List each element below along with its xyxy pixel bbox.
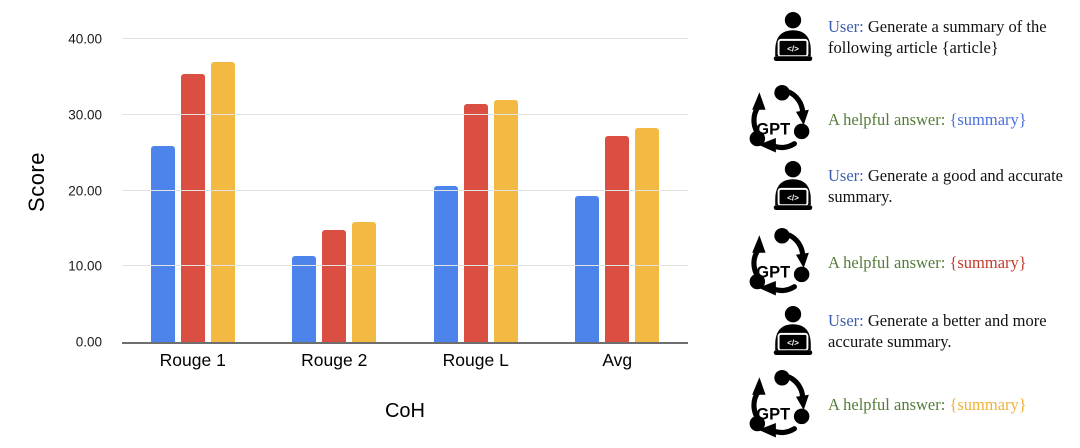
conversation-row-gpt-1: GPT A helpful answer: {summary} (748, 85, 1080, 153)
bar-rouge-1-series-3 (210, 62, 235, 342)
speaker-label: A helpful answer: (828, 252, 946, 272)
conversation-row-user-1: </> User: Generate a summary of the foll… (748, 6, 1080, 68)
y-tick-label: 0.00 (75, 334, 102, 350)
x-axis-category-labels: Rouge 1 Rouge 2 Rouge L Avg (122, 350, 688, 371)
y-tick-label: 30.00 (68, 107, 102, 123)
speaker-label: User: (828, 17, 864, 36)
bar-rouge-l-series-3 (493, 99, 518, 342)
speaker-label: User: (828, 311, 864, 330)
message-text: A helpful answer: {summary} (828, 109, 1080, 130)
bar-group (405, 39, 547, 342)
icon-column: </> (748, 159, 828, 213)
message-body: {summary} (949, 109, 1027, 129)
plot-area (122, 38, 688, 344)
bar-rouge-l-series-2 (463, 104, 488, 342)
speaker-label: A helpful answer: (828, 394, 946, 414)
message-text: User: Generate a good and accurate summa… (828, 165, 1080, 207)
y-tick-label: 10.00 (68, 258, 102, 274)
icon-column: GPT (748, 228, 828, 296)
gridline (122, 113, 688, 115)
speaker-label: A helpful answer: (828, 109, 946, 129)
code-glyph: </> (787, 193, 799, 202)
gpt-label: GPT (756, 263, 790, 281)
message-text: A helpful answer: {summary} (828, 394, 1080, 415)
gpt-cycle-icon: GPT (749, 228, 810, 296)
y-tick-label: 20.00 (68, 183, 102, 198)
speaker-label: User: (828, 166, 864, 185)
x-category-label: Rouge 2 (301, 350, 368, 370)
message-text: A helpful answer: {summary} (828, 252, 1080, 273)
bar-groups (122, 39, 688, 342)
gpt-label: GPT (756, 120, 790, 138)
icon-column: GPT (748, 370, 828, 438)
user-coder-icon: </> (773, 12, 813, 62)
conversation-row-gpt-2: GPT A helpful answer: {summary} (748, 228, 1080, 296)
bar-group (264, 39, 406, 342)
gpt-cycle-icon: GPT (749, 85, 810, 153)
bar-chart: Score 0.00 10.00 20.00 30.00 40.00 Rouge 1 Ro… (0, 32, 688, 422)
icon-column: </> (748, 304, 828, 358)
bar-group (122, 39, 264, 342)
code-glyph: </> (787, 338, 799, 347)
message-text: User: Generate a better and more accurat… (828, 310, 1080, 352)
bar-avg-series-3 (635, 127, 660, 342)
gridline (122, 189, 688, 191)
bar-avg-series-1 (575, 195, 600, 342)
y-tick-label: 40.00 (68, 31, 102, 47)
bar-rouge-1-series-1 (150, 145, 175, 342)
bar-rouge-2-series-1 (292, 256, 317, 342)
message-body: {summary} (949, 394, 1027, 414)
message-body: Generate a better and more accurate summ… (828, 311, 1047, 351)
bar-rouge-2-series-2 (322, 229, 347, 342)
message-body: Generate a good and accurate summary. (828, 166, 1064, 206)
icon-column: GPT (748, 85, 828, 153)
y-axis-ticks: 0.00 10.00 20.00 30.00 40.00 (0, 32, 112, 350)
conversation-row-user-3: </> User: Generate a better and more acc… (748, 301, 1080, 361)
conversation-row-gpt-3: GPT A helpful answer: {summary} (748, 370, 1080, 438)
message-body: {summary} (949, 252, 1027, 272)
x-axis-title: CoH (384, 400, 425, 422)
code-glyph: </> (787, 44, 799, 53)
conversation-row-user-2: </> User: Generate a good and accurate s… (748, 156, 1080, 216)
conversation-panel: </> User: Generate a summary of the foll… (748, 0, 1080, 448)
gpt-label: GPT (756, 405, 790, 423)
bar-rouge-2-series-3 (352, 221, 377, 342)
gridline (122, 265, 688, 267)
bar-avg-series-2 (605, 135, 630, 342)
user-coder-icon: </> (773, 161, 813, 211)
user-coder-icon: </> (773, 306, 813, 356)
x-category-label: Rouge 1 (159, 350, 226, 370)
bar-rouge-l-series-1 (433, 185, 458, 342)
message-text: User: Generate a summary of the followin… (828, 16, 1080, 58)
x-category-label: Rouge L (442, 350, 509, 370)
bar-rouge-1-series-2 (180, 73, 205, 342)
icon-column: </> (748, 10, 828, 64)
message-body: Generate a summary of the following arti… (828, 17, 1047, 57)
x-category-label: Avg (602, 350, 633, 370)
gpt-cycle-icon: GPT (749, 370, 810, 438)
bar-group (547, 39, 689, 342)
gridline (122, 38, 688, 39)
